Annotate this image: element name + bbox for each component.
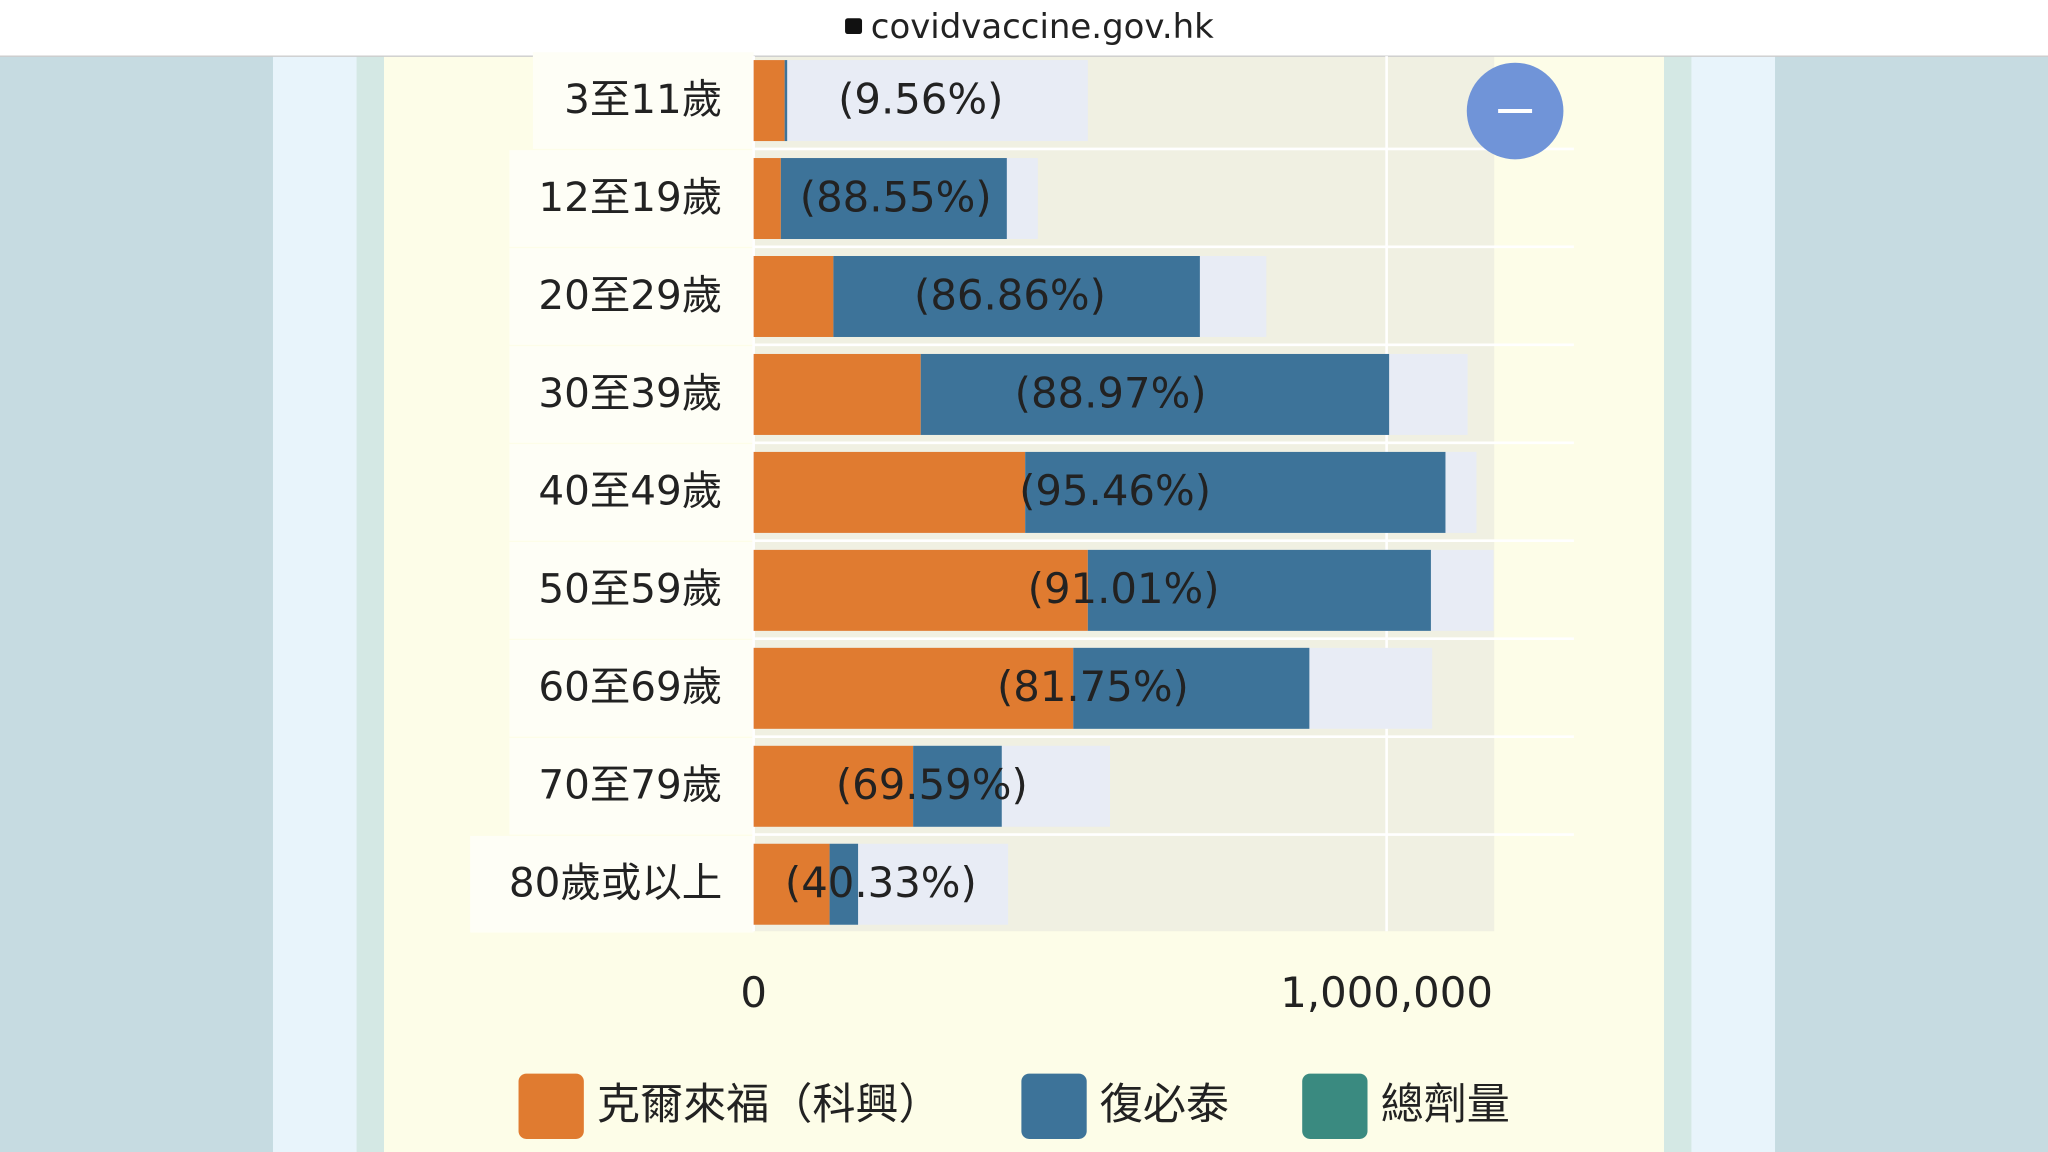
bar-annotation: (95.46%)	[1019, 466, 1211, 515]
bar-segment	[780, 158, 1007, 240]
legend-label: 總劑量	[1381, 1080, 1510, 1130]
bar-annotation: (69.59%)	[836, 760, 1028, 809]
bar-segment	[1025, 451, 1446, 533]
category-label: 70至79歲	[538, 761, 722, 809]
category-label: 30至39歲	[538, 369, 722, 417]
bar-annotation: (9.56%)	[838, 74, 1003, 123]
category-label-box	[532, 52, 754, 149]
category-label-box	[509, 248, 754, 345]
bar-segment	[833, 256, 1200, 337]
category-label: 40至49歲	[538, 467, 722, 515]
bar-annotation: (91.01%)	[1028, 564, 1220, 613]
bar-segment	[753, 451, 1026, 533]
bar-segment	[753, 549, 1088, 631]
reference-bar	[753, 60, 1088, 142]
bar-segment	[753, 745, 914, 827]
category-label: 50至59歲	[538, 565, 722, 613]
category-label-box	[509, 346, 754, 443]
bar-segment	[753, 256, 834, 337]
category-label: 80歲或以上	[509, 859, 722, 907]
category-label: 20至29歲	[538, 271, 722, 319]
bar-annotation: (88.55%)	[800, 172, 992, 221]
bar-segment	[1073, 647, 1310, 729]
legend-label: 復必泰	[1100, 1080, 1229, 1130]
bar-segment	[753, 353, 921, 435]
bar-annotation: (81.75%)	[997, 662, 1189, 711]
category-label-box	[509, 150, 754, 247]
category-label: 3至11歲	[564, 75, 722, 123]
x-tick-label: 0	[740, 968, 767, 1017]
bar-segment	[920, 353, 1390, 435]
category-label-box	[509, 737, 754, 835]
bar-segment	[753, 158, 781, 240]
browser-bar	[0, 0, 2048, 57]
chart: 0 1,000,000 3至11歲 (9.56%) 12至19歲 (88.55%) 20至2…	[470, 52, 1574, 1139]
bar-segment	[913, 745, 1002, 827]
category-label-box	[509, 640, 754, 737]
bar-segment	[753, 843, 830, 925]
url[interactable]: covidvaccine.gov.hk	[871, 7, 1214, 47]
bar-segment	[1087, 549, 1431, 631]
bar-annotation: (40.33%)	[785, 858, 977, 907]
legend-swatch	[518, 1073, 584, 1139]
bar-annotation: (88.97%)	[1015, 368, 1207, 417]
x-tick-label: 1,000,000	[1280, 968, 1493, 1017]
category-label: 12至19歲	[538, 173, 722, 221]
category-label-box	[509, 444, 754, 541]
bar-segment	[753, 647, 1074, 729]
category-label-box	[509, 542, 754, 639]
category-label: 60至69歲	[538, 663, 722, 711]
legend-swatch	[1302, 1073, 1368, 1139]
legend-swatch	[1021, 1073, 1087, 1139]
bar-annotation: (86.86%)	[914, 270, 1106, 319]
bar-segment	[784, 60, 788, 142]
bar-segment	[753, 60, 785, 142]
legend-label: 克爾來福（科興）	[597, 1080, 942, 1130]
category-label-box	[470, 835, 754, 933]
lock-icon	[845, 18, 863, 34]
bar-segment	[829, 843, 859, 925]
